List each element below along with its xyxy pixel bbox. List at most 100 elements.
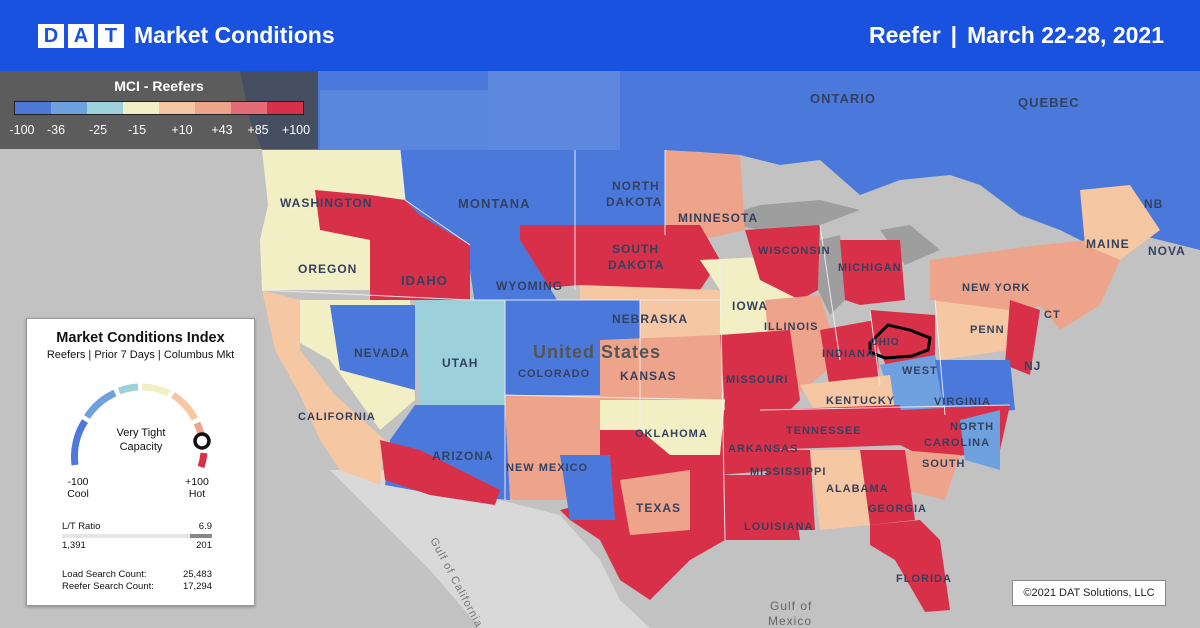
gauge-min-label: Cool [67, 488, 89, 500]
lt-ratio-bar [62, 534, 212, 538]
label-north-carolina: NORTH [950, 421, 994, 433]
legend-tick: +10 [171, 123, 193, 137]
region-west-virginia [880, 355, 950, 410]
gauge-min-value: -100 [67, 476, 89, 488]
label-washington: WASHINGTON [280, 196, 372, 210]
label-georgia: GEORGIA [868, 503, 927, 515]
label-virginia: VIRGINIA [934, 396, 991, 408]
region-oklahoma [600, 400, 725, 455]
lt-ratio-bar-fill [190, 534, 212, 538]
label-west-virginia: WEST [902, 365, 938, 377]
label-colorado: COLORADO [518, 368, 590, 380]
label-north-dakota-1: NORTH [612, 179, 660, 193]
page-title: Market Conditions [134, 22, 335, 48]
label-mexico: Mexico [768, 614, 812, 628]
load-search-label: Load Search Count: [62, 569, 147, 580]
reefer-search-label: Reefer Search Count: [62, 581, 154, 592]
label-kentucky: KENTUCKY [826, 395, 895, 407]
legend-swatch [267, 102, 303, 114]
label-oregon: OREGON [298, 262, 357, 276]
region-virginia [935, 360, 1015, 415]
logo-letter-t: T [98, 24, 124, 48]
label-arkansas: ARKANSAS [728, 443, 798, 455]
label-california: CALIFORNIA [298, 411, 376, 423]
legend-swatch [195, 102, 231, 114]
header-info: Reefer | March 22-28, 2021 [869, 22, 1164, 49]
legend-swatch [123, 102, 159, 114]
mci-legend: MCI - Reefers -100 -36 -25 -15 +10 +43 +… [0, 71, 318, 149]
label-gulf-of: Gulf of [770, 599, 812, 613]
legend-swatch [51, 102, 87, 114]
label-indiana: INDIANA [822, 348, 875, 360]
region-arkansas [715, 410, 780, 475]
region-missouri [720, 330, 800, 420]
columbus-market-outline [868, 323, 932, 360]
region-texas-w [560, 455, 615, 520]
region-penn [935, 300, 1010, 360]
card-title: Market Conditions Index [56, 330, 225, 346]
label-ct: CT [1044, 309, 1061, 321]
label-texas: TEXAS [636, 501, 681, 515]
mci-card: Market Conditions Index Reefers | Prior … [26, 318, 255, 606]
gauge-status-line1: Very Tight [116, 427, 166, 439]
region-louisiana [720, 475, 800, 540]
label-united-states: United States [533, 342, 661, 362]
gauge-max-label: Hot [188, 488, 206, 500]
copyright-notice: ©2021 DAT Solutions, LLC [1012, 580, 1166, 606]
gauge-arc-yellow [141, 383, 171, 397]
region-south-dakota [520, 225, 720, 290]
label-ohio: OHIO [870, 337, 900, 348]
legend-swatch [15, 102, 51, 114]
label-new-york: NEW YORK [962, 282, 1030, 294]
label-minnesota: MINNESOTA [678, 211, 758, 225]
label-south-dakota-2: DAKOTA [608, 258, 664, 272]
truck-count: 201 [196, 540, 212, 551]
gauge-arc-red [197, 452, 208, 469]
label-iowa: IOWA [732, 299, 768, 313]
label-alabama: ALABAMA [826, 483, 889, 495]
header-separator: | [950, 22, 958, 48]
region-kansas [600, 335, 725, 400]
card-subtitle: Reefers | Prior 7 Days | Columbus Mkt [46, 349, 235, 361]
lt-ratio-label: L/T Ratio [62, 521, 101, 532]
region-maine [1080, 185, 1160, 260]
legend-tick: -15 [127, 123, 147, 137]
gauge-max: +100 Hot [181, 476, 213, 500]
label-north-dakota-2: DAKOTA [606, 195, 662, 209]
region-canada-west [320, 90, 488, 150]
label-carolina: CAROLINA [924, 437, 990, 449]
region-florida [870, 520, 950, 612]
region-arizona-s [380, 440, 500, 505]
label-nevada: NEVADA [354, 346, 410, 360]
gauge-arc-teal [117, 383, 139, 395]
label-tennessee: TENNESSEE [786, 425, 862, 437]
label-kansas: KANSAS [620, 369, 677, 383]
gauge-status: Very Tight Capacity [91, 426, 191, 454]
region-new-england [1040, 240, 1120, 330]
gauge-min: -100 Cool [63, 476, 93, 500]
label-missouri: MISSOURI [726, 374, 788, 386]
gauge-status-line2: Capacity [119, 441, 163, 453]
region-georgia [860, 450, 915, 525]
region-canada-mid [488, 71, 620, 150]
dat-logo: D A T [38, 24, 124, 48]
region-indiana [820, 320, 880, 390]
region-mexico [330, 470, 650, 628]
label-quebec: QUEBEC [1018, 95, 1080, 110]
region-wisconsin [745, 225, 820, 300]
legend-swatch [231, 102, 267, 114]
legend-tick: -100 [9, 123, 35, 137]
label-nj: NJ [1024, 359, 1041, 373]
region-tennessee [760, 405, 905, 450]
gauge-arc-lightblue [84, 389, 117, 420]
legend-color-bar [14, 101, 304, 115]
region-nebraska [580, 285, 720, 340]
label-wisconsin: WISCONSIN [758, 245, 831, 257]
region-california [262, 290, 385, 485]
legend-swatch [87, 102, 123, 114]
mci-gauge [71, 383, 211, 469]
reefer-search-value: 17,294 [182, 581, 212, 592]
region-wyoming [470, 240, 560, 305]
load-search-value: 25,483 [182, 569, 212, 580]
region-idaho-n [315, 190, 370, 240]
